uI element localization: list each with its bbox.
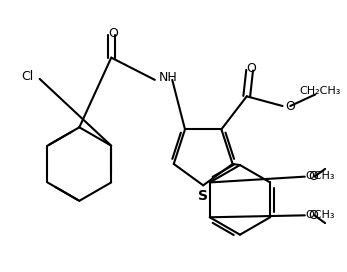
Text: O: O bbox=[247, 62, 256, 75]
Text: Cl: Cl bbox=[21, 70, 33, 84]
Text: S: S bbox=[198, 189, 208, 203]
Text: O: O bbox=[309, 170, 319, 183]
Text: O: O bbox=[309, 209, 319, 222]
Text: OCH₃: OCH₃ bbox=[306, 210, 335, 220]
Text: O: O bbox=[108, 27, 118, 40]
Text: O: O bbox=[286, 100, 295, 113]
Text: OCH₃: OCH₃ bbox=[306, 171, 335, 181]
Text: NH: NH bbox=[159, 72, 177, 84]
Text: CH₂CH₃: CH₂CH₃ bbox=[299, 86, 340, 97]
